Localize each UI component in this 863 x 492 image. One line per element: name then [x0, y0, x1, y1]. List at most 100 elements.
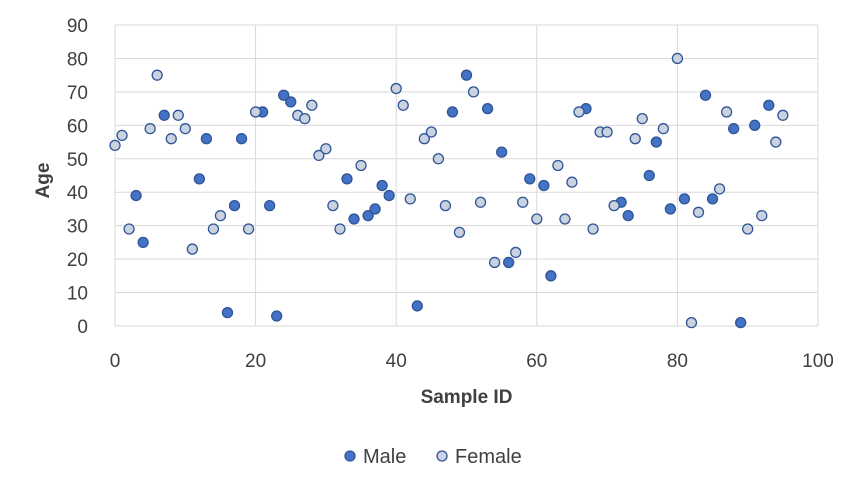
- female-point: [770, 136, 782, 148]
- female-point: [720, 106, 733, 118]
- female-point: [742, 223, 754, 235]
- axes: 0 10 20 30 40 50 60 70 80 90 0 20 40 60 80 100: [67, 16, 834, 372]
- x-tick-label: 0: [110, 351, 121, 372]
- legend-marker: [344, 450, 356, 462]
- female-point: [453, 226, 466, 239]
- female-point: [151, 69, 163, 81]
- male-point: [158, 109, 170, 121]
- female-point: [242, 223, 255, 235]
- x-tick-label: 20: [245, 351, 266, 372]
- male-point: [200, 133, 213, 145]
- female-point: [355, 159, 367, 172]
- x-tick-label: 60: [526, 351, 547, 372]
- female-point: [313, 149, 325, 162]
- x-tick-label: 100: [802, 351, 834, 372]
- female-point: [109, 139, 121, 152]
- female-point: [777, 109, 789, 121]
- legend-item-female: Female: [436, 446, 522, 468]
- male-point: [411, 300, 423, 312]
- female-point: [657, 123, 669, 135]
- y-tick-label: 30: [67, 217, 88, 238]
- y-tick-label: 0: [77, 317, 88, 338]
- y-tick-label: 10: [67, 284, 88, 305]
- male-point: [341, 173, 353, 185]
- male-point: [727, 123, 740, 135]
- female-point: [425, 126, 438, 138]
- male-point: [271, 310, 283, 322]
- male-point: [460, 69, 473, 81]
- male-point: [664, 203, 677, 215]
- female-point: [552, 159, 564, 172]
- female-point: [510, 246, 522, 259]
- male-point: [264, 199, 276, 212]
- male-point: [369, 203, 381, 215]
- y-tick-label: 90: [67, 16, 88, 37]
- female-point: [172, 109, 184, 121]
- male-point: [348, 213, 360, 225]
- y-tick-label: 80: [67, 49, 88, 70]
- female-point: [531, 213, 543, 225]
- y-axis-title: Age: [33, 163, 54, 199]
- female-point: [214, 209, 227, 222]
- gridlines: [114, 24, 819, 327]
- male-point: [137, 236, 149, 249]
- male-point: [524, 173, 536, 185]
- x-tick-label: 80: [667, 351, 688, 372]
- female-point: [116, 129, 128, 142]
- female-point: [334, 223, 346, 235]
- male-point: [735, 317, 747, 329]
- male-point: [221, 306, 234, 319]
- female-point: [587, 223, 599, 235]
- x-tick-label: 40: [386, 351, 407, 372]
- male-point: [362, 209, 374, 222]
- male-point: [503, 256, 515, 269]
- legend-item-male: Male: [344, 446, 406, 468]
- y-tick-label: 60: [67, 116, 88, 137]
- female-point: [207, 223, 220, 235]
- x-axis-title: Sample ID: [421, 387, 513, 408]
- female-point: [488, 256, 501, 269]
- y-tick-label: 40: [67, 183, 88, 204]
- data-points: [109, 52, 789, 329]
- male-point: [130, 189, 142, 202]
- male-point: [545, 270, 557, 282]
- female-point: [573, 106, 585, 118]
- female-point: [467, 86, 480, 98]
- female-point: [397, 99, 409, 111]
- female-point: [671, 52, 684, 65]
- female-point: [713, 183, 726, 195]
- male-point: [376, 179, 388, 192]
- male-point: [495, 146, 508, 158]
- male-point: [678, 193, 691, 205]
- female-point: [165, 133, 177, 145]
- female-point: [608, 199, 620, 212]
- female-point: [692, 206, 705, 218]
- female-point: [123, 223, 135, 235]
- female-point: [179, 123, 191, 135]
- female-point: [685, 317, 698, 329]
- female-point: [601, 126, 613, 138]
- y-tick-label: 70: [67, 83, 88, 104]
- male-point: [481, 102, 494, 115]
- male-point: [278, 89, 290, 101]
- y-tick-label: 50: [67, 150, 88, 171]
- female-point: [636, 112, 648, 125]
- legend: Male Female: [344, 446, 522, 468]
- female-point: [566, 176, 578, 188]
- legend-label: Female: [455, 446, 522, 468]
- female-point: [756, 209, 768, 222]
- male-point: [538, 179, 550, 192]
- female-point: [474, 196, 487, 208]
- male-point: [643, 169, 655, 182]
- female-point: [517, 196, 529, 208]
- legend-marker: [436, 450, 448, 462]
- female-point: [404, 193, 416, 205]
- male-point: [285, 96, 297, 108]
- male-point: [193, 173, 206, 185]
- male-point: [763, 99, 775, 111]
- female-point: [559, 213, 571, 225]
- female-point: [144, 123, 156, 135]
- female-point: [186, 243, 198, 255]
